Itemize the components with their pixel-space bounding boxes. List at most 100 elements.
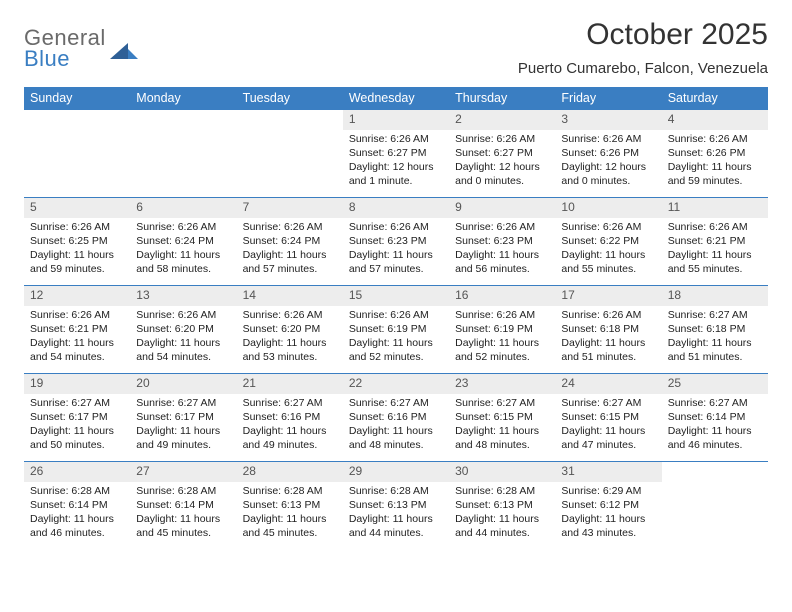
title-block: October 2025 Puerto Cumarebo, Falcon, Ve… [518, 18, 768, 77]
calendar-cell: 30Sunrise: 6:28 AMSunset: 6:13 PMDayligh… [449, 462, 555, 550]
daylight-text: Daylight: 11 hours and 56 minutes. [455, 248, 549, 276]
daylight-text: Daylight: 11 hours and 54 minutes. [30, 336, 124, 364]
calendar-cell: 13Sunrise: 6:26 AMSunset: 6:20 PMDayligh… [130, 286, 236, 374]
day-number: 21 [237, 374, 343, 394]
day-number: 2 [449, 110, 555, 130]
daylight-text: Daylight: 11 hours and 46 minutes. [30, 512, 124, 540]
day-info: Sunrise: 6:26 AMSunset: 6:26 PMDaylight:… [555, 130, 661, 193]
sunset-text: Sunset: 6:17 PM [136, 410, 230, 424]
sunset-text: Sunset: 6:21 PM [668, 234, 762, 248]
daylight-text: Daylight: 11 hours and 48 minutes. [349, 424, 443, 452]
day-info: Sunrise: 6:27 AMSunset: 6:18 PMDaylight:… [662, 306, 768, 369]
daylight-text: Daylight: 11 hours and 44 minutes. [455, 512, 549, 540]
day-number: 4 [662, 110, 768, 130]
day-number: 10 [555, 198, 661, 218]
daylight-text: Daylight: 11 hours and 50 minutes. [30, 424, 124, 452]
calendar-cell: 10Sunrise: 6:26 AMSunset: 6:22 PMDayligh… [555, 198, 661, 286]
day-number: 17 [555, 286, 661, 306]
sunrise-text: Sunrise: 6:26 AM [561, 132, 655, 146]
sunset-text: Sunset: 6:15 PM [455, 410, 549, 424]
daylight-text: Daylight: 11 hours and 45 minutes. [136, 512, 230, 540]
sunset-text: Sunset: 6:13 PM [455, 498, 549, 512]
daylight-text: Daylight: 11 hours and 44 minutes. [349, 512, 443, 540]
day-number: 16 [449, 286, 555, 306]
daylight-text: Daylight: 11 hours and 57 minutes. [243, 248, 337, 276]
sunset-text: Sunset: 6:24 PM [136, 234, 230, 248]
sunrise-text: Sunrise: 6:27 AM [136, 396, 230, 410]
calendar-cell: 7Sunrise: 6:26 AMSunset: 6:24 PMDaylight… [237, 198, 343, 286]
calendar-cell: 11Sunrise: 6:26 AMSunset: 6:21 PMDayligh… [662, 198, 768, 286]
calendar-cell: 23Sunrise: 6:27 AMSunset: 6:15 PMDayligh… [449, 374, 555, 462]
calendar-row: 12Sunrise: 6:26 AMSunset: 6:21 PMDayligh… [24, 286, 768, 374]
sunrise-text: Sunrise: 6:26 AM [455, 220, 549, 234]
day-info: Sunrise: 6:26 AMSunset: 6:24 PMDaylight:… [237, 218, 343, 281]
day-info: Sunrise: 6:28 AMSunset: 6:13 PMDaylight:… [449, 482, 555, 545]
weekday-header: Tuesday [237, 87, 343, 110]
page-header: General Blue October 2025 Puerto Cumareb… [24, 18, 768, 77]
calendar-row: 19Sunrise: 6:27 AMSunset: 6:17 PMDayligh… [24, 374, 768, 462]
daylight-text: Daylight: 11 hours and 48 minutes. [455, 424, 549, 452]
daylight-text: Daylight: 12 hours and 0 minutes. [561, 160, 655, 188]
day-number: 20 [130, 374, 236, 394]
calendar-cell [24, 110, 130, 198]
sunrise-text: Sunrise: 6:27 AM [561, 396, 655, 410]
day-info: Sunrise: 6:27 AMSunset: 6:17 PMDaylight:… [130, 394, 236, 457]
day-info: Sunrise: 6:26 AMSunset: 6:21 PMDaylight:… [662, 218, 768, 281]
day-number: 7 [237, 198, 343, 218]
daylight-text: Daylight: 11 hours and 57 minutes. [349, 248, 443, 276]
calendar-row: 26Sunrise: 6:28 AMSunset: 6:14 PMDayligh… [24, 462, 768, 550]
sunrise-text: Sunrise: 6:27 AM [668, 308, 762, 322]
month-title: October 2025 [518, 18, 768, 52]
calendar-cell: 5Sunrise: 6:26 AMSunset: 6:25 PMDaylight… [24, 198, 130, 286]
daylight-text: Daylight: 11 hours and 52 minutes. [455, 336, 549, 364]
day-info: Sunrise: 6:27 AMSunset: 6:15 PMDaylight:… [449, 394, 555, 457]
day-info: Sunrise: 6:26 AMSunset: 6:23 PMDaylight:… [449, 218, 555, 281]
brand-bottom: Blue [24, 49, 106, 70]
daylight-text: Daylight: 11 hours and 51 minutes. [668, 336, 762, 364]
sunset-text: Sunset: 6:14 PM [668, 410, 762, 424]
calendar-cell: 3Sunrise: 6:26 AMSunset: 6:26 PMDaylight… [555, 110, 661, 198]
calendar-cell: 28Sunrise: 6:28 AMSunset: 6:13 PMDayligh… [237, 462, 343, 550]
calendar-cell [237, 110, 343, 198]
sunrise-text: Sunrise: 6:29 AM [561, 484, 655, 498]
day-number: 5 [24, 198, 130, 218]
sunrise-text: Sunrise: 6:26 AM [668, 220, 762, 234]
daylight-text: Daylight: 11 hours and 59 minutes. [668, 160, 762, 188]
day-info: Sunrise: 6:28 AMSunset: 6:13 PMDaylight:… [237, 482, 343, 545]
calendar-table: SundayMondayTuesdayWednesdayThursdayFrid… [24, 87, 768, 550]
daylight-text: Daylight: 11 hours and 52 minutes. [349, 336, 443, 364]
day-number: 12 [24, 286, 130, 306]
sunrise-text: Sunrise: 6:28 AM [243, 484, 337, 498]
sunset-text: Sunset: 6:12 PM [561, 498, 655, 512]
calendar-cell: 27Sunrise: 6:28 AMSunset: 6:14 PMDayligh… [130, 462, 236, 550]
sunrise-text: Sunrise: 6:26 AM [349, 308, 443, 322]
sunrise-text: Sunrise: 6:28 AM [30, 484, 124, 498]
sunset-text: Sunset: 6:13 PM [349, 498, 443, 512]
sunset-text: Sunset: 6:23 PM [349, 234, 443, 248]
daylight-text: Daylight: 11 hours and 51 minutes. [561, 336, 655, 364]
day-number: 31 [555, 462, 661, 482]
day-info: Sunrise: 6:26 AMSunset: 6:21 PMDaylight:… [24, 306, 130, 369]
brand-logo: General Blue [24, 28, 138, 70]
day-info: Sunrise: 6:26 AMSunset: 6:19 PMDaylight:… [449, 306, 555, 369]
sunset-text: Sunset: 6:17 PM [30, 410, 124, 424]
daylight-text: Daylight: 12 hours and 0 minutes. [455, 160, 549, 188]
day-info: Sunrise: 6:28 AMSunset: 6:14 PMDaylight:… [130, 482, 236, 545]
sunrise-text: Sunrise: 6:28 AM [136, 484, 230, 498]
calendar-cell: 16Sunrise: 6:26 AMSunset: 6:19 PMDayligh… [449, 286, 555, 374]
daylight-text: Daylight: 11 hours and 46 minutes. [668, 424, 762, 452]
sunrise-text: Sunrise: 6:26 AM [455, 132, 549, 146]
daylight-text: Daylight: 11 hours and 55 minutes. [668, 248, 762, 276]
sunset-text: Sunset: 6:21 PM [30, 322, 124, 336]
day-info: Sunrise: 6:26 AMSunset: 6:27 PMDaylight:… [449, 130, 555, 193]
sunset-text: Sunset: 6:20 PM [136, 322, 230, 336]
daylight-text: Daylight: 11 hours and 47 minutes. [561, 424, 655, 452]
day-info: Sunrise: 6:27 AMSunset: 6:17 PMDaylight:… [24, 394, 130, 457]
day-number: 9 [449, 198, 555, 218]
day-number: 3 [555, 110, 661, 130]
calendar-cell: 12Sunrise: 6:26 AMSunset: 6:21 PMDayligh… [24, 286, 130, 374]
calendar-cell: 20Sunrise: 6:27 AMSunset: 6:17 PMDayligh… [130, 374, 236, 462]
day-info: Sunrise: 6:26 AMSunset: 6:20 PMDaylight:… [130, 306, 236, 369]
daylight-text: Daylight: 11 hours and 58 minutes. [136, 248, 230, 276]
day-number: 25 [662, 374, 768, 394]
